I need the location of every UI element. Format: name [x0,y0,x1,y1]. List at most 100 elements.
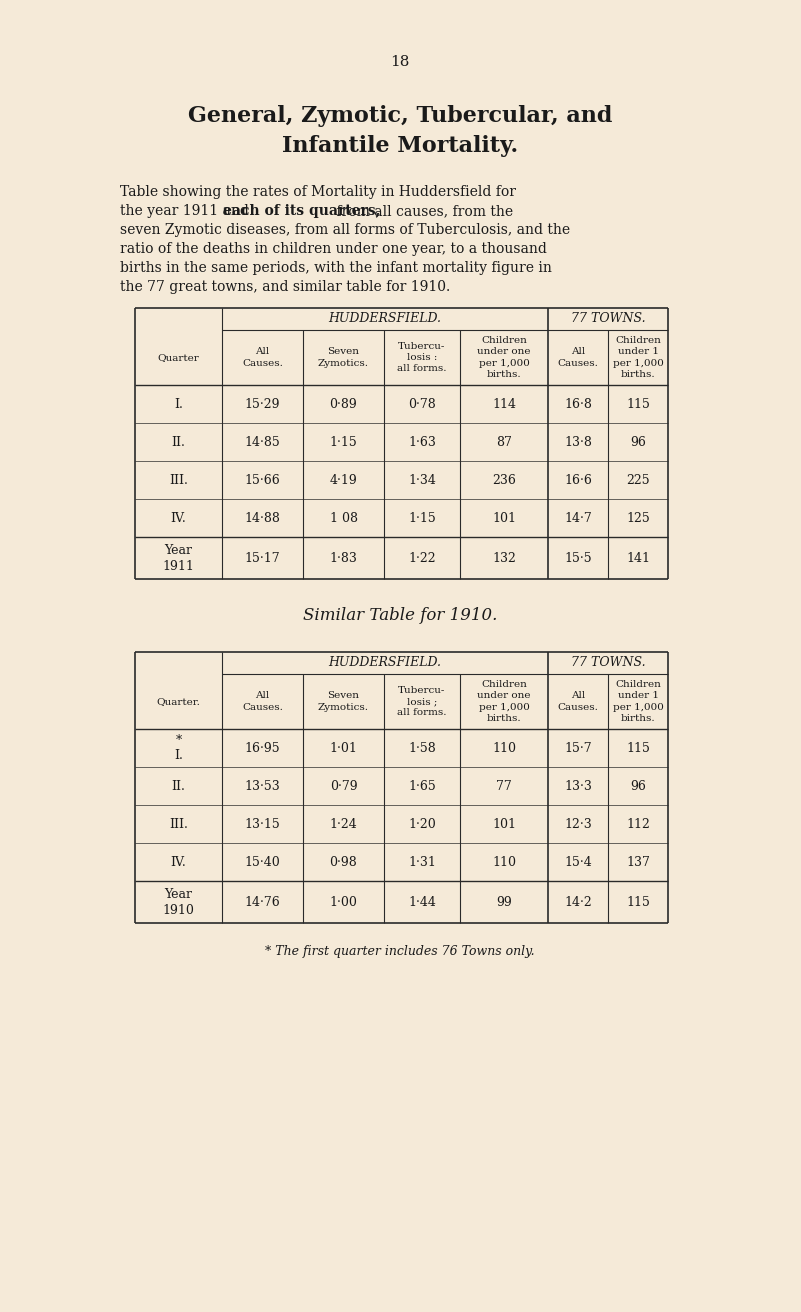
Text: seven Zymotic diseases, from all forms of Tuberculosis, and the: seven Zymotic diseases, from all forms o… [120,223,570,237]
Text: 132: 132 [492,551,516,564]
Text: 14·76: 14·76 [244,896,280,908]
Text: Children
under one
per 1,000
births.: Children under one per 1,000 births. [477,336,531,379]
Text: 236: 236 [492,474,516,487]
Text: 14·85: 14·85 [244,436,280,449]
Text: 1·20: 1·20 [409,817,436,830]
Text: 77 TOWNS.: 77 TOWNS. [570,312,646,325]
Text: 15·29: 15·29 [245,398,280,411]
Text: 96: 96 [630,779,646,792]
Text: 15·5: 15·5 [564,551,592,564]
Text: 225: 225 [626,474,650,487]
Text: Tubercu-
losis ;
all forms.: Tubercu- losis ; all forms. [397,686,447,718]
Text: 87: 87 [496,436,512,449]
Text: 1·44: 1·44 [408,896,436,908]
Text: 115: 115 [626,896,650,908]
Text: 16·8: 16·8 [564,398,592,411]
Text: III.: III. [169,474,188,487]
Text: 14·2: 14·2 [564,896,592,908]
Text: 12·3: 12·3 [564,817,592,830]
Text: 115: 115 [626,398,650,411]
Text: 13·15: 13·15 [244,817,280,830]
Text: IV.: IV. [171,855,187,869]
Text: the 77 great towns, and similar table for 1910.: the 77 great towns, and similar table fo… [120,279,450,294]
Text: 137: 137 [626,855,650,869]
Text: the year 1911 and: the year 1911 and [120,203,253,218]
Text: 1·58: 1·58 [409,741,436,754]
Text: Year
1910: Year 1910 [163,887,195,917]
Text: 141: 141 [626,551,650,564]
Text: 0·78: 0·78 [409,398,436,411]
Text: each of its quarters,: each of its quarters, [223,203,380,218]
Text: 110: 110 [492,741,516,754]
Text: All
Causes.: All Causes. [557,348,598,367]
Text: 115: 115 [626,741,650,754]
Text: 0·79: 0·79 [330,779,357,792]
Text: Seven
Zymotics.: Seven Zymotics. [318,348,369,367]
Text: 1·63: 1·63 [408,436,436,449]
Text: 13·3: 13·3 [564,779,592,792]
Text: 77: 77 [496,779,512,792]
Text: Children
under one
per 1,000
births.: Children under one per 1,000 births. [477,681,531,723]
Text: 101: 101 [492,512,516,525]
Text: III.: III. [169,817,188,830]
Text: 1·22: 1·22 [409,551,436,564]
Text: Children
under 1
per 1,000
births.: Children under 1 per 1,000 births. [613,336,663,379]
Text: 14·88: 14·88 [244,512,280,525]
Text: Table showing the rates of Mortality in Huddersfield for: Table showing the rates of Mortality in … [120,185,516,199]
Text: 16·95: 16·95 [244,741,280,754]
Text: Children
under 1
per 1,000
births.: Children under 1 per 1,000 births. [613,681,663,723]
Text: Quarter.: Quarter. [156,697,200,706]
Text: II.: II. [171,436,186,449]
Text: 1·83: 1·83 [329,551,357,564]
Text: 1·34: 1·34 [408,474,436,487]
Text: 101: 101 [492,817,516,830]
Text: All
Causes.: All Causes. [242,691,283,711]
Text: 15·40: 15·40 [244,855,280,869]
Text: 18: 18 [390,55,409,70]
Text: IV.: IV. [171,512,187,525]
Text: 14·7: 14·7 [564,512,592,525]
Text: 1·24: 1·24 [330,817,357,830]
Text: I.: I. [174,398,183,411]
Text: * The first quarter includes 76 Towns only.: * The first quarter includes 76 Towns on… [265,945,535,958]
Text: from all causes, from the: from all causes, from the [332,203,513,218]
Text: HUDDERSFIELD.: HUDDERSFIELD. [328,656,441,669]
Text: 16·6: 16·6 [564,474,592,487]
Text: 15·7: 15·7 [564,741,592,754]
Text: 1·31: 1·31 [408,855,436,869]
Text: 1·65: 1·65 [409,779,436,792]
Text: General, Zymotic, Tubercular, and: General, Zymotic, Tubercular, and [187,105,612,127]
Text: ratio of the deaths in children under one year, to a thousand: ratio of the deaths in children under on… [120,241,547,256]
Text: HUDDERSFIELD.: HUDDERSFIELD. [328,312,441,325]
Text: Infantile Mortality.: Infantile Mortality. [282,135,518,157]
Text: 0·89: 0·89 [330,398,357,411]
Text: 114: 114 [492,398,516,411]
Text: 96: 96 [630,436,646,449]
Text: 112: 112 [626,817,650,830]
Text: 13·8: 13·8 [564,436,592,449]
Text: 77 TOWNS.: 77 TOWNS. [570,656,646,669]
Text: 1 08: 1 08 [329,512,357,525]
Text: All
Causes.: All Causes. [557,691,598,711]
Text: 1·01: 1·01 [329,741,357,754]
Text: 15·4: 15·4 [564,855,592,869]
Text: 1·15: 1·15 [409,512,436,525]
Text: 125: 125 [626,512,650,525]
Text: *
I.: * I. [174,733,183,762]
Text: All
Causes.: All Causes. [242,348,283,367]
Text: 4·19: 4·19 [330,474,357,487]
Text: 15·66: 15·66 [244,474,280,487]
Text: 13·53: 13·53 [244,779,280,792]
Text: Tubercu-
losis :
all forms.: Tubercu- losis : all forms. [397,342,447,373]
Text: 110: 110 [492,855,516,869]
Text: II.: II. [171,779,186,792]
Text: 15·17: 15·17 [244,551,280,564]
Text: Year
1911: Year 1911 [163,543,195,572]
Text: 1·15: 1·15 [330,436,357,449]
Text: Quarter: Quarter [158,353,199,362]
Text: 1·00: 1·00 [329,896,357,908]
Text: Seven
Zymotics.: Seven Zymotics. [318,691,369,711]
Text: births in the same periods, with the infant mortality figure in: births in the same periods, with the inf… [120,261,552,276]
Text: 0·98: 0·98 [330,855,357,869]
Text: 99: 99 [496,896,512,908]
